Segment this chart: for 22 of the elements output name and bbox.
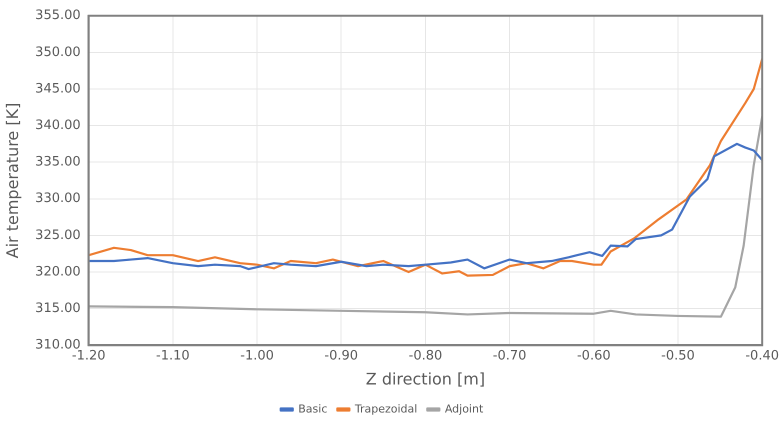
- x-tick-label: -1.10: [156, 348, 190, 364]
- y-tick-label: 340.00: [35, 118, 81, 133]
- y-tick-label: 350.00: [35, 44, 81, 60]
- x-tick-label: -0.80: [408, 348, 442, 364]
- y-tick-label: 320.00: [35, 264, 81, 280]
- x-tick-label: -0.60: [576, 348, 611, 364]
- y-tick-label: 330.00: [35, 191, 81, 206]
- x-axis-title: Z direction [m]: [366, 370, 486, 389]
- y-tick-label: 315.00: [35, 300, 81, 316]
- y-tick-label: 335.00: [35, 154, 81, 170]
- y-tick-label: 355.00: [35, 8, 81, 24]
- x-tick-label: -0.40: [745, 348, 779, 364]
- y-tick-label: 325.00: [35, 228, 81, 243]
- x-tick-label: -0.90: [324, 348, 358, 364]
- x-tick-label: -0.50: [661, 348, 695, 364]
- legend-label: Adjoint: [444, 402, 484, 416]
- y-tick-label: 345.00: [35, 81, 81, 96]
- legend-label: Trapezoidal: [354, 402, 418, 416]
- x-tick-label: -0.70: [492, 348, 526, 364]
- legend-label: Basic: [298, 402, 328, 416]
- x-tick-label: -1.00: [240, 348, 274, 364]
- y-axis-title: Air temperature [K]: [2, 102, 22, 258]
